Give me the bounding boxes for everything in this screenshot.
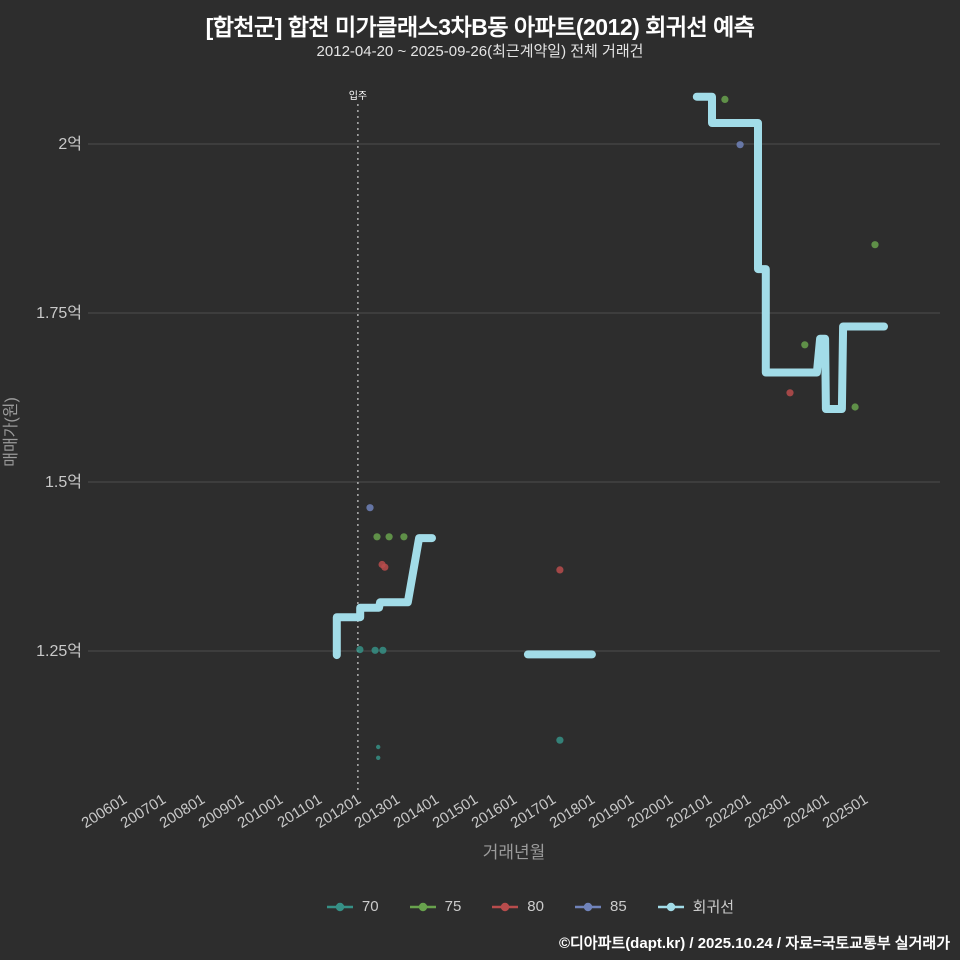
legend-marker bbox=[326, 902, 353, 911]
x-axis-label: 거래년월 bbox=[483, 843, 546, 862]
data-point-70 bbox=[356, 646, 364, 654]
legend-label: 75 bbox=[444, 898, 462, 915]
y-tick-label: 2억 bbox=[58, 135, 82, 153]
move-in-label: 입주 bbox=[349, 89, 367, 102]
data-point-70 bbox=[371, 646, 379, 654]
chart-subtitle: 2012-04-20 ~ 2025-09-26(최근계약일) 전체 거래건 bbox=[316, 43, 644, 60]
x-tick-label: 202501 bbox=[820, 791, 871, 832]
y-tick-label: 1.5억 bbox=[45, 473, 82, 491]
legend-label: 80 bbox=[527, 898, 544, 915]
legend-marker bbox=[409, 902, 436, 911]
regression-line bbox=[692, 92, 888, 413]
data-point-70 bbox=[376, 744, 381, 750]
regression-line bbox=[332, 534, 436, 660]
data-point-75 bbox=[721, 95, 729, 103]
y-tick-label: 1.25억 bbox=[36, 642, 82, 660]
data-point-80 bbox=[556, 566, 564, 574]
legend-label: 85 bbox=[609, 898, 627, 915]
legend-item-회귀선: 회귀선 bbox=[657, 896, 734, 917]
data-point-75 bbox=[385, 533, 393, 541]
legend-item-85: 85 bbox=[574, 898, 627, 915]
legend-label: 회귀선 bbox=[692, 899, 735, 916]
data-point-75 bbox=[871, 241, 879, 249]
data-point-85 bbox=[366, 504, 374, 512]
credit-text: ©디아파트(dapt.kr) / 2025.10.24 / 자료=국토교통부 실… bbox=[558, 935, 950, 952]
legend-item-75: 75 bbox=[409, 898, 462, 915]
data-point-70 bbox=[379, 646, 387, 654]
y-axis-label: 매매가(원) bbox=[2, 397, 20, 467]
chart-title: [합천군] 합천 미가클래스3차B동 아파트(2012) 회귀선 예측 bbox=[205, 14, 755, 40]
legend-item-80: 80 bbox=[491, 898, 544, 915]
data-point-75 bbox=[373, 533, 381, 541]
legend-marker bbox=[657, 902, 684, 911]
legend-marker bbox=[492, 902, 519, 911]
data-point-75 bbox=[801, 341, 809, 349]
x-tick-label: 201001 bbox=[235, 791, 286, 832]
data-point-85 bbox=[736, 141, 744, 149]
data-point-75 bbox=[400, 533, 408, 541]
legend-marker bbox=[574, 902, 601, 911]
data-point-80 bbox=[786, 389, 794, 397]
data-point-80 bbox=[381, 563, 389, 571]
data-point-70 bbox=[556, 736, 564, 744]
data-point-75 bbox=[851, 403, 859, 411]
data-point-70 bbox=[376, 755, 381, 760]
legend-label: 70 bbox=[361, 898, 379, 915]
legend-item-70: 70 bbox=[326, 898, 379, 915]
y-tick-label: 1.75억 bbox=[36, 304, 82, 322]
legend: 70 75 80 85 회귀선 bbox=[100, 896, 960, 917]
